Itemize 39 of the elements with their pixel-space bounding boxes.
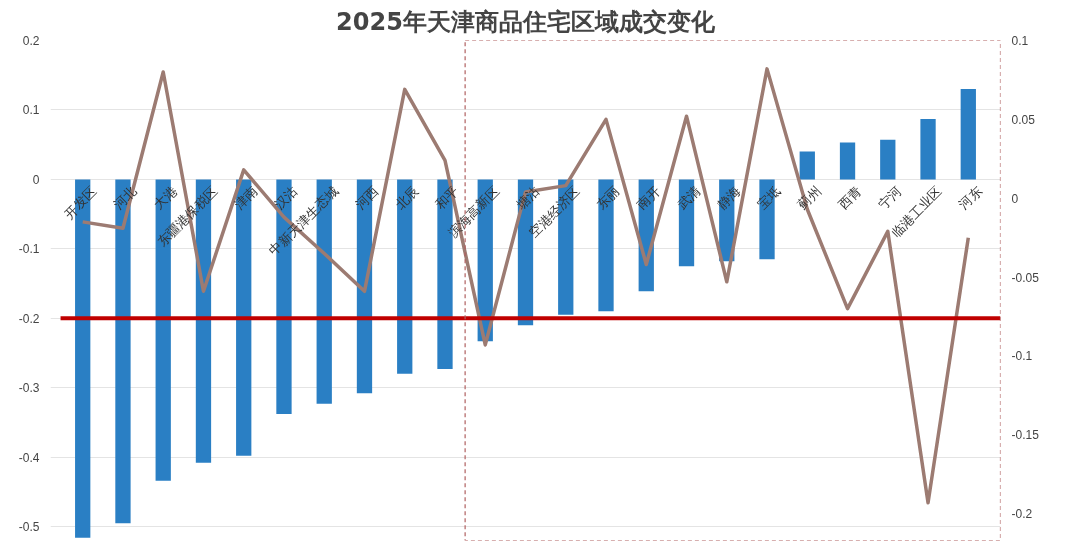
chart-title: 2025年天津商品住宅区域成交变化 [336,7,716,36]
x-tick-label: 宝坻 [754,183,784,213]
x-tick-label: 河西 [352,183,382,213]
bar [920,118,936,180]
x-tick-label: 和平 [432,183,462,213]
x-tick-label: 蓟州 [794,183,824,213]
bar [839,142,856,180]
x-tick-label: 河东 [955,183,985,213]
x-tick-label: 东丽 [593,183,623,213]
y2-tick-label: -0.1 [1011,349,1033,364]
y-tick-label: 0 [32,172,40,187]
bar [960,89,976,180]
y2-tick-label: -0.05 [1011,270,1040,285]
y-tick-label: 0.1 [22,103,40,118]
y-tick-label: -0.5 [18,520,40,535]
x-tick-label: 塘沽 [512,183,543,214]
y2-tick-label: -0.2 [1011,507,1033,522]
y-tick-label: -0.1 [18,242,40,257]
x-tick-label: 北辰 [392,183,422,213]
bar [880,139,896,180]
x-tick-label: 汉沽 [271,183,301,213]
x-tick-label: 静海 [714,183,744,213]
y-tick-label: -0.2 [18,311,40,326]
x-tick-label: 武清 [674,183,704,213]
x-tick-label: 大港 [150,183,180,213]
y2-tick-label: -0.15 [1011,428,1040,443]
x-tick-label: 开发区 [61,183,100,222]
y2-tick-label: 0.05 [1011,112,1036,127]
x-tick-label: 宁河 [875,183,905,213]
x-tick-label: 河北 [110,183,140,213]
y-tick-label: -0.3 [18,381,40,396]
x-tick-label: 南开 [633,183,663,213]
x-tick-label: 津南 [231,183,261,213]
bar [799,151,815,180]
y2-tick-label: 0 [1011,191,1019,206]
y-tick-label: -0.4 [18,450,40,465]
y2-tick-label: 0.1 [1011,34,1029,48]
x-tick-label: 西青 [835,183,865,213]
y-tick-label: 0.2 [22,34,40,48]
